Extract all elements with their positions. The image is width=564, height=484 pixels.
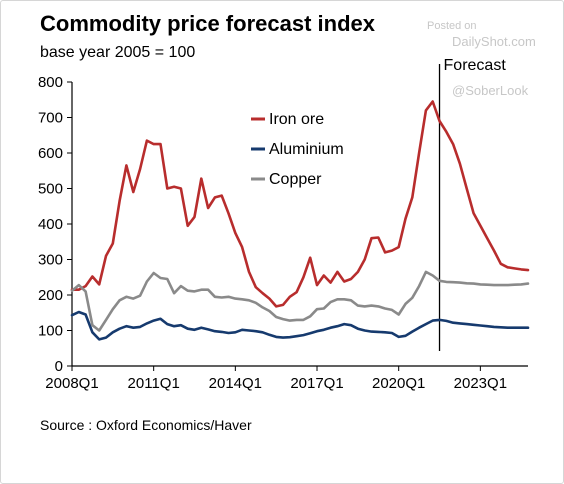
x-tick-label: 2017Q1 [290, 375, 343, 392]
y-tick-label: 100 [38, 323, 63, 340]
y-tick-label: 500 [38, 181, 63, 198]
forecast-label: Forecast [444, 57, 507, 74]
x-tick-label: 2014Q1 [209, 375, 262, 392]
series-line-aluminium [70, 310, 530, 341]
legend-label-copper: Copper [269, 171, 322, 188]
y-tick-label: 700 [38, 110, 63, 127]
y-tick-label: 400 [38, 216, 63, 233]
chart-subtitle: base year 2005 = 100 [40, 44, 196, 61]
y-tick-label: 200 [38, 287, 63, 304]
watermark-handle: @SoberLook [452, 83, 529, 98]
x-tick-label: 2008Q1 [45, 375, 98, 392]
series-line-copper [70, 270, 530, 332]
chart-source: Source : Oxford Economics/Haver [40, 417, 252, 433]
y-tick-label: 300 [38, 252, 63, 269]
x-tick-label: 2020Q1 [372, 375, 425, 392]
x-tick-label: 2023Q1 [454, 375, 507, 392]
legend-label-iron-ore: Iron ore [269, 111, 324, 128]
watermark-posted-on: Posted on [427, 20, 477, 32]
legend-label-aluminium: Aluminium [269, 141, 344, 158]
y-tick-label: 600 [38, 145, 63, 162]
y-tick-label: 800 [38, 74, 63, 91]
y-tick-label: 0 [55, 358, 63, 375]
watermark-site: DailyShot.com [452, 34, 536, 49]
series-line-iron-ore [70, 100, 530, 308]
chart-title: Commodity price forecast index [40, 11, 375, 36]
x-tick-label: 2011Q1 [128, 375, 180, 392]
